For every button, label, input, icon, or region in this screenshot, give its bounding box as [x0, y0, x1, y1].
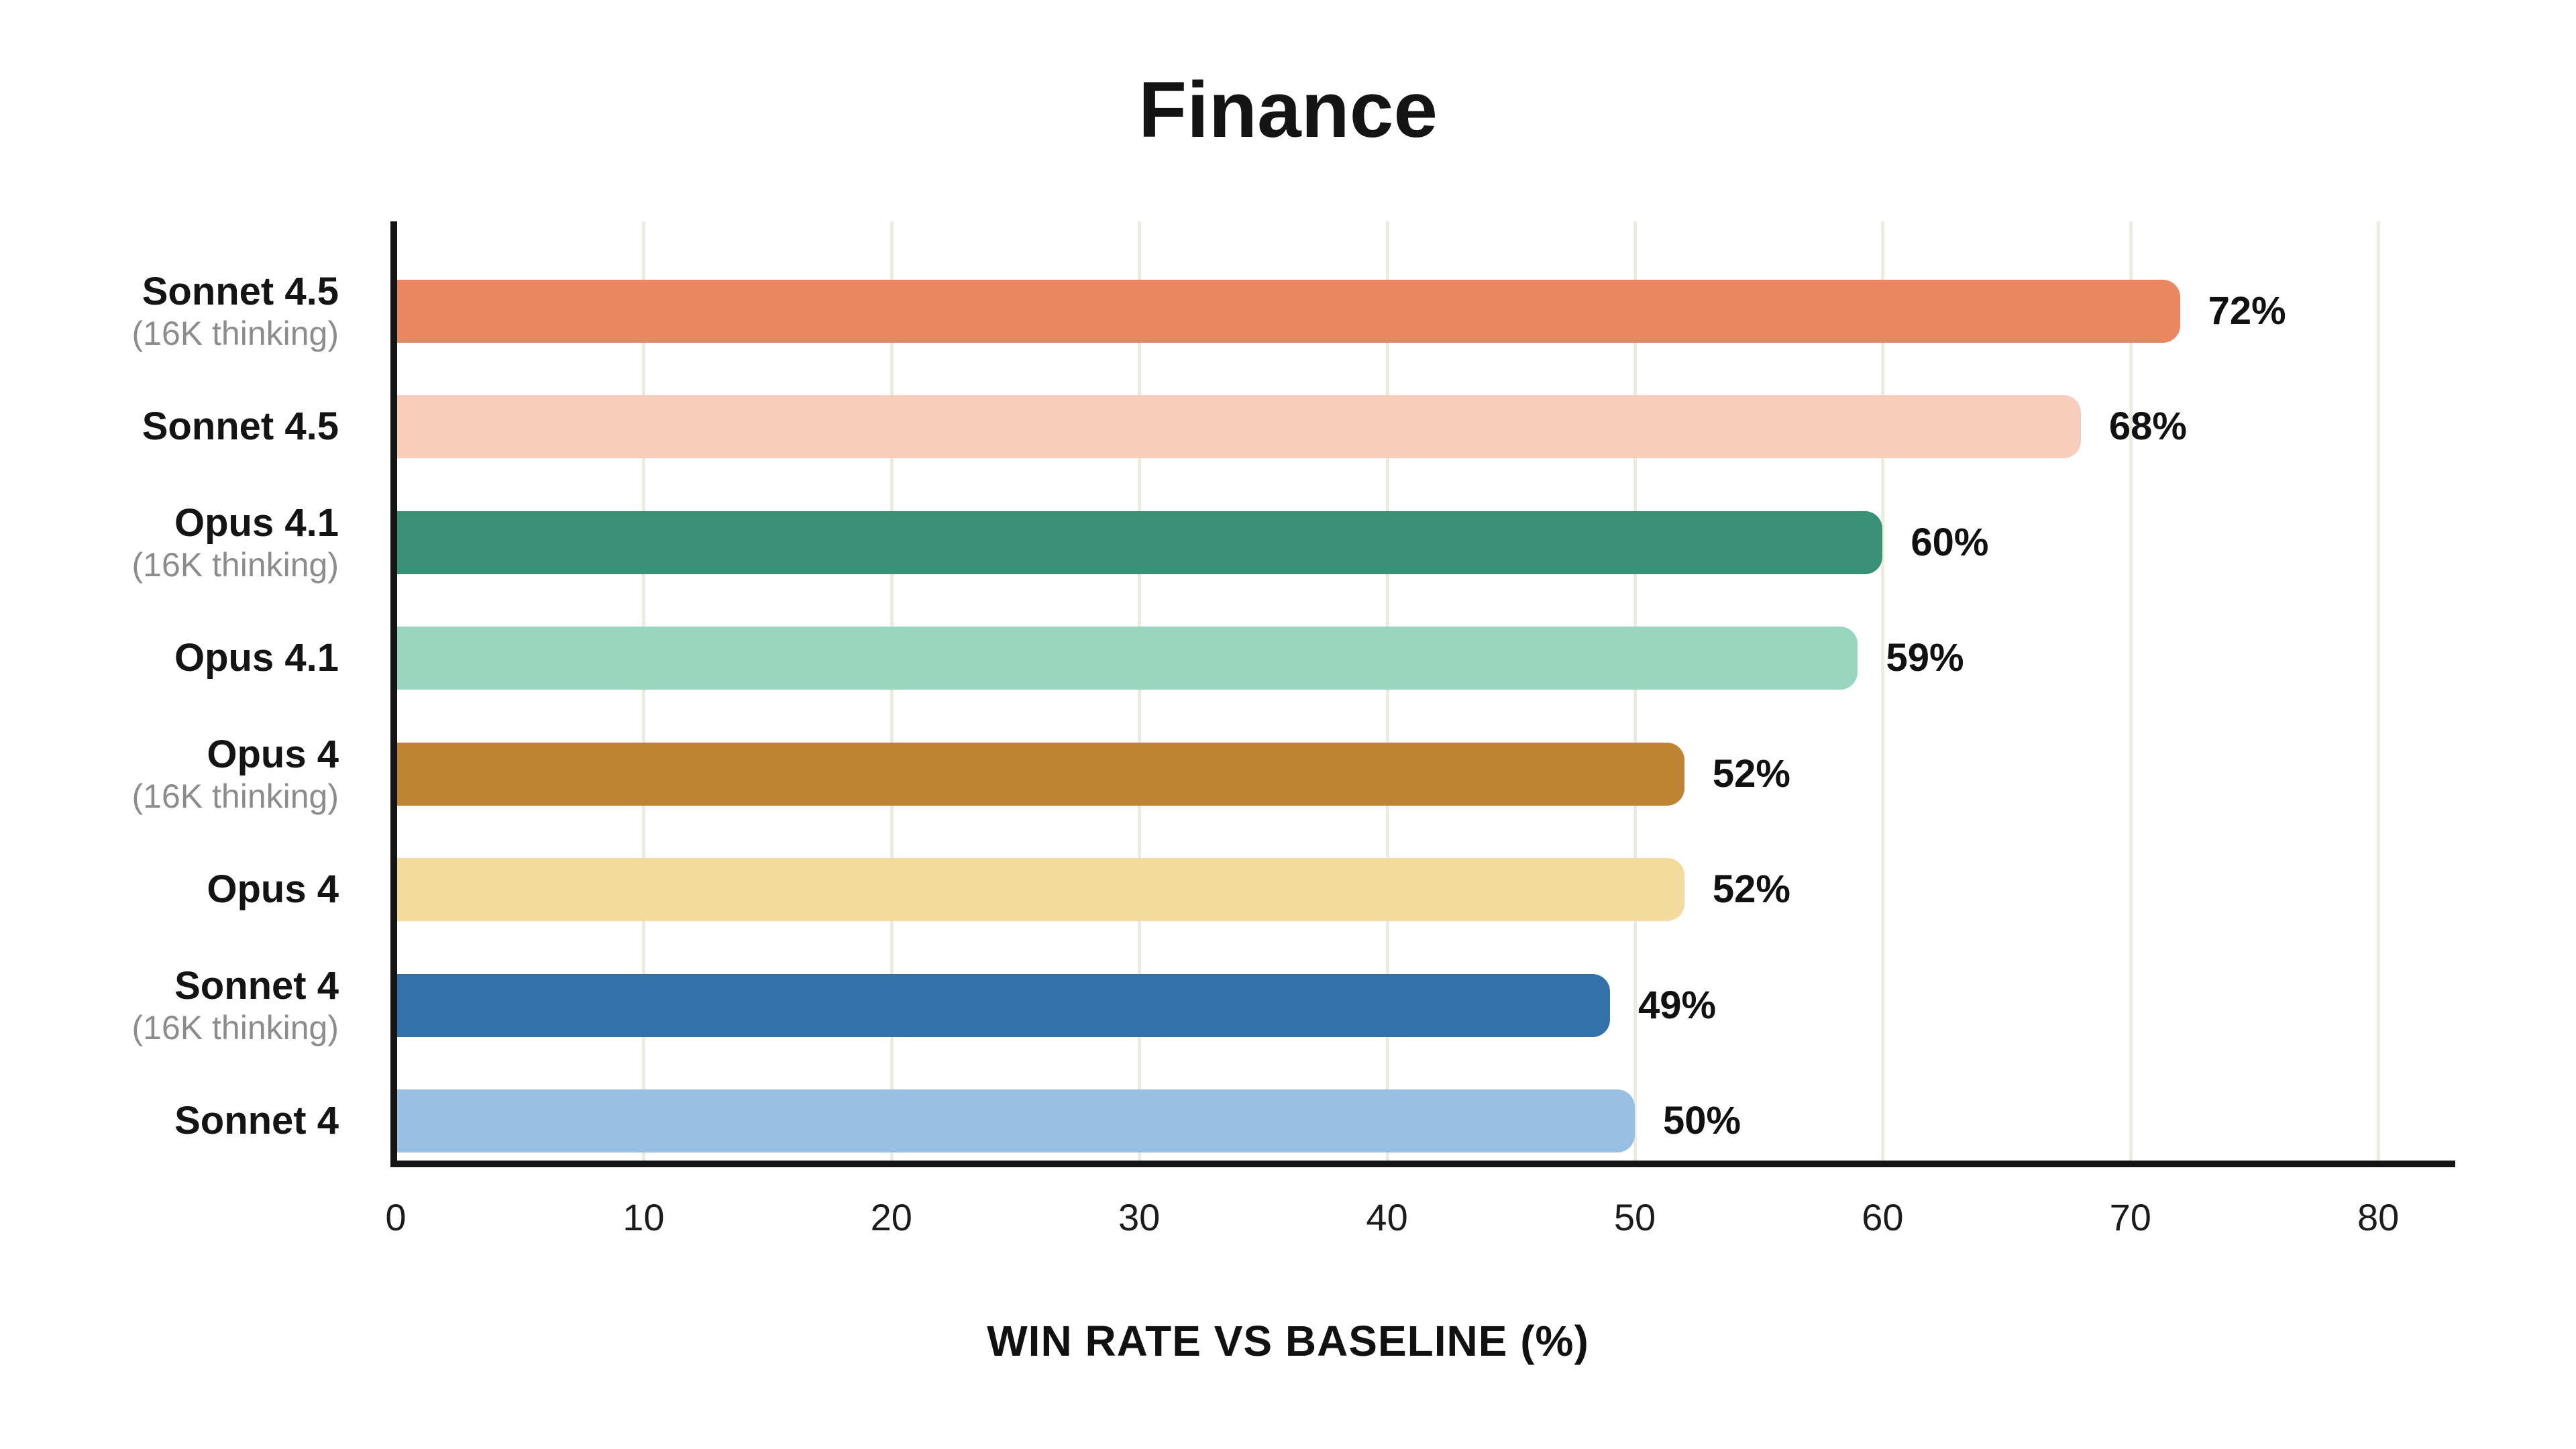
y-axis-line — [390, 221, 397, 1167]
bar-6 — [397, 973, 1611, 1037]
category-label-1: Sonnet 4.5 — [0, 405, 339, 449]
category-name: Sonnet 4 — [174, 963, 339, 1008]
category-name: Opus 4.1 — [174, 500, 339, 545]
category-label-5: Opus 4 — [0, 867, 339, 912]
x-tick-70: 70 — [2109, 1196, 2151, 1238]
value-label-1: 68% — [2108, 405, 2187, 449]
bar-7 — [397, 1089, 1635, 1153]
bar-4 — [397, 742, 1684, 806]
gridline-50 — [1633, 221, 1637, 1161]
gridline-70 — [2129, 221, 2133, 1161]
gridline-10 — [642, 221, 646, 1161]
category-label-2: Opus 4.1 (16K thinking) — [0, 501, 339, 584]
value-label-2: 60% — [1911, 520, 1989, 564]
gridline-30 — [1138, 221, 1142, 1161]
bar-5 — [397, 858, 1684, 922]
category-label-4: Opus 4 (16K thinking) — [0, 733, 339, 816]
category-sublabel: (16K thinking) — [131, 545, 339, 584]
bar-2 — [397, 511, 1883, 574]
x-axis-line — [390, 1161, 2455, 1167]
category-name: Opus 4.1 — [174, 636, 339, 680]
value-label-6: 49% — [1638, 983, 1717, 1027]
category-label-3: Opus 4.1 — [0, 636, 339, 680]
category-label-0: Sonnet 4.5 (16K thinking) — [0, 270, 339, 353]
category-sublabel: (16K thinking) — [131, 777, 339, 815]
category-name: Sonnet 4 — [174, 1099, 339, 1143]
category-label-7: Sonnet 4 — [0, 1099, 339, 1143]
bar-3 — [397, 627, 1858, 690]
category-name: Opus 4 — [207, 732, 339, 776]
x-tick-50: 50 — [1613, 1196, 1656, 1238]
category-name: Sonnet 4.5 — [142, 405, 339, 449]
gridline-80 — [2377, 221, 2381, 1161]
category-sublabel: (16K thinking) — [131, 315, 339, 352]
value-label-7: 50% — [1662, 1099, 1741, 1143]
bar-0 — [397, 280, 2180, 343]
value-label-4: 52% — [1712, 751, 1790, 796]
gridline-20 — [890, 221, 894, 1161]
value-label-5: 52% — [1712, 867, 1790, 912]
category-name: Opus 4 — [207, 867, 339, 912]
value-label-0: 72% — [2208, 289, 2286, 333]
category-sublabel: (16K thinking) — [131, 1008, 339, 1046]
x-tick-0: 0 — [385, 1196, 407, 1238]
x-tick-20: 20 — [870, 1196, 912, 1238]
x-tick-80: 80 — [2357, 1196, 2400, 1238]
gridline-40 — [1385, 221, 1389, 1161]
x-tick-40: 40 — [1366, 1196, 1408, 1238]
gridline-60 — [1881, 221, 1885, 1161]
category-label-6: Sonnet 4 (16K thinking) — [0, 964, 339, 1047]
chart-title: Finance — [1138, 66, 1438, 154]
category-name: Sonnet 4.5 — [142, 270, 339, 313]
x-tick-30: 30 — [1118, 1196, 1161, 1238]
value-label-3: 59% — [1886, 636, 1964, 680]
bar-1 — [397, 395, 2081, 459]
x-tick-60: 60 — [1862, 1196, 1904, 1238]
x-axis-title: WIN RATE VS BASELINE (%) — [987, 1317, 1589, 1365]
x-tick-10: 10 — [623, 1196, 665, 1238]
